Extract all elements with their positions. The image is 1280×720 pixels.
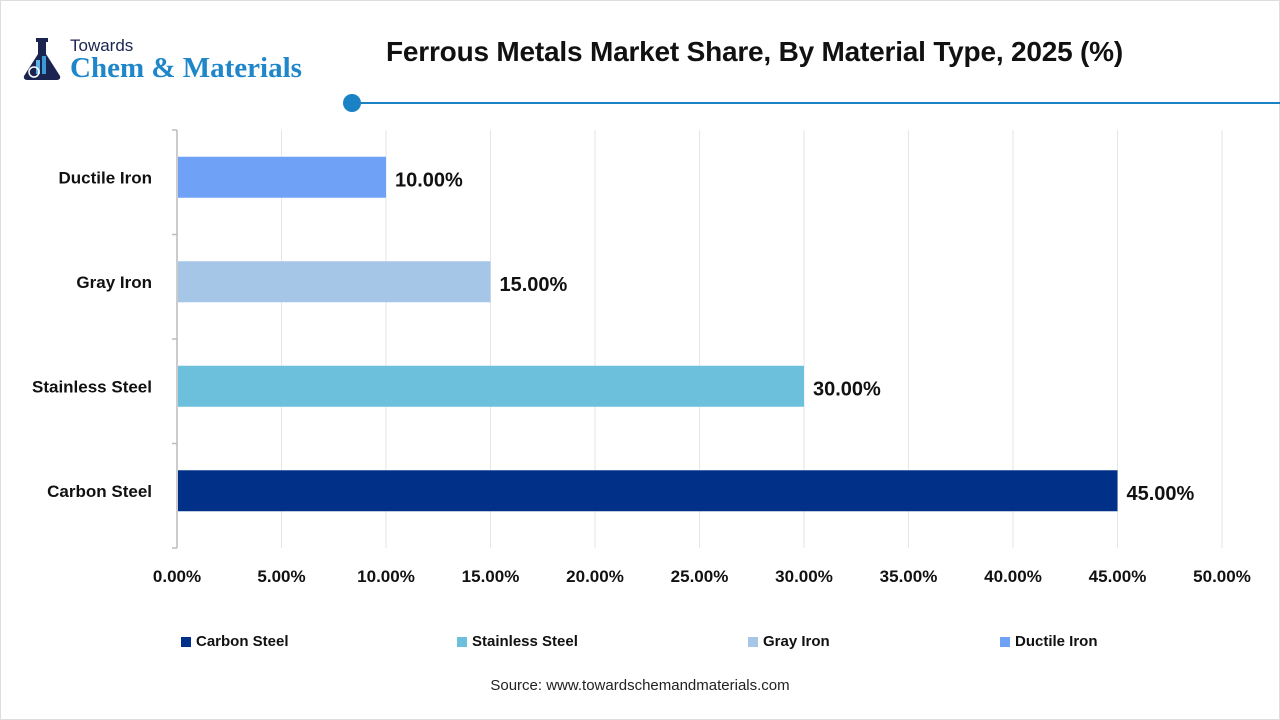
data-label: 15.00% (500, 274, 568, 296)
legend-item: Ductile Iron (1000, 633, 1098, 650)
legend-swatch (1000, 636, 1010, 647)
logo-text-towards: Towards (70, 36, 134, 55)
x-tick-label: 25.00% (671, 567, 729, 586)
x-tick-label: 40.00% (984, 567, 1042, 586)
y-category-label: Stainless Steel (32, 377, 152, 396)
legend-swatch (181, 636, 191, 647)
legend-swatch (457, 636, 467, 647)
data-label: 30.00% (813, 378, 881, 400)
x-tick-label: 20.00% (566, 567, 624, 586)
source-note: Source: www.towardschemandmaterials.com (490, 677, 790, 694)
bar-stainless-steel (178, 365, 804, 407)
bar-ductile-iron (178, 156, 386, 198)
x-tick-label: 45.00% (1089, 567, 1147, 586)
x-tick-label: 30.00% (775, 567, 833, 586)
x-tick-label: 10.00% (357, 567, 415, 586)
x-tick-label: 0.00% (153, 567, 201, 586)
legend-label: Gray Iron (763, 633, 830, 650)
y-category-label: Carbon Steel (47, 482, 152, 501)
title-divider-dot (343, 94, 361, 112)
legend: Carbon Steel Stainless Steel Gray Iron Duct… (0, 633, 1280, 653)
y-category-label: Gray Iron (76, 273, 152, 292)
y-category-label: Ductile Iron (58, 168, 152, 187)
legend-item: Stainless Steel (457, 633, 578, 650)
title-divider (352, 102, 1280, 104)
x-tick-label: 50.00% (1193, 567, 1251, 586)
bar-gray-iron (178, 261, 491, 303)
legend-label: Ductile Iron (1015, 633, 1098, 650)
chart-title: Ferrous Metals Market Share, By Material… (386, 36, 1123, 67)
legend-label: Carbon Steel (196, 633, 289, 650)
x-tick-label: 35.00% (880, 567, 938, 586)
data-label: 10.00% (395, 169, 463, 191)
legend-item: Gray Iron (748, 633, 830, 650)
logo-text-brand: Chem & Materials (70, 52, 302, 84)
x-tick-label: 15.00% (462, 567, 520, 586)
legend-item: Carbon Steel (181, 633, 289, 650)
flask-icon (23, 38, 61, 80)
legend-label: Stainless Steel (472, 633, 578, 650)
legend-swatch (748, 636, 758, 647)
bar-chart: 0.00% 5.00% 10.00% 15.00% 20.00% 25.00% 30.00%… (32, 129, 1251, 586)
data-label: 45.00% (1127, 483, 1195, 505)
x-tick-label: 5.00% (257, 567, 305, 586)
bar-carbon-steel (178, 470, 1118, 512)
